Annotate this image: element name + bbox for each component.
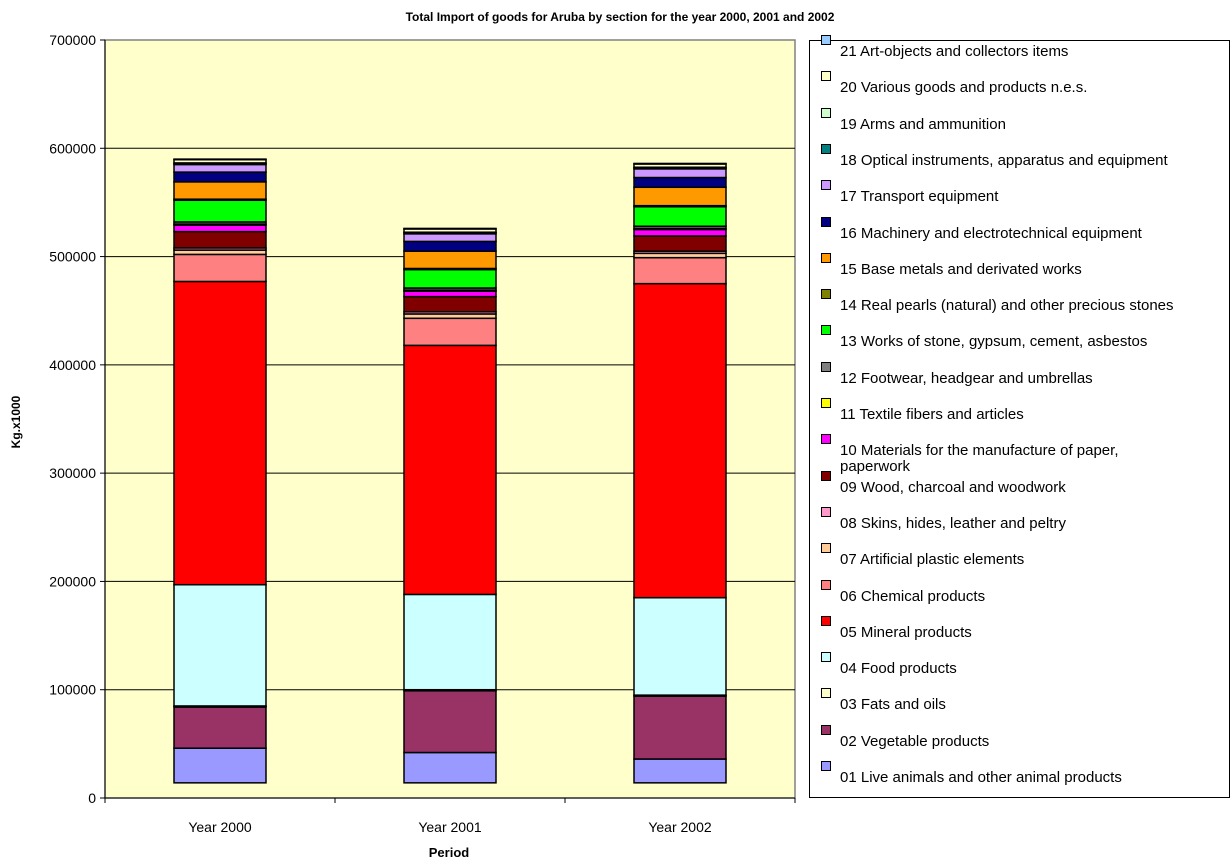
- legend-swatch: [821, 580, 831, 590]
- legend-swatch: [821, 289, 831, 299]
- legend-swatch: [821, 180, 831, 190]
- bar-segment: [174, 254, 266, 281]
- bar-segment: [634, 696, 726, 759]
- bar-segment: [634, 163, 726, 164]
- bar-segment: [634, 169, 726, 178]
- legend-label: 18 Optical instruments, apparatus and eq…: [840, 153, 1230, 169]
- bar-segment: [634, 598, 726, 695]
- bar-segment: [404, 297, 496, 312]
- y-axis-label: Kg.x1000: [9, 395, 23, 448]
- legend-swatch: [821, 616, 831, 626]
- bar-segment: [634, 230, 726, 236]
- bar-segment: [174, 159, 266, 160]
- legend-label: 13 Works of stone, gypsum, cement, asbes…: [840, 334, 1230, 350]
- bar-segment: [634, 236, 726, 251]
- bar-segment: [634, 178, 726, 188]
- x-tick-label: Year 2001: [418, 819, 482, 835]
- legend-swatch: [821, 761, 831, 771]
- bar-segment: [634, 759, 726, 783]
- legend-swatch: [821, 108, 831, 118]
- legend-label: 04 Food products: [840, 661, 1230, 677]
- bar-segment: [174, 281, 266, 584]
- legend-swatch: [821, 652, 831, 662]
- x-axis-label: Period: [429, 845, 470, 860]
- x-tick-label: Year 2002: [648, 819, 712, 835]
- bar-segment: [634, 284, 726, 598]
- legend-swatch: [821, 725, 831, 735]
- legend-swatch: [821, 543, 831, 553]
- bar-segment: [174, 165, 266, 173]
- bar-segment: [174, 232, 266, 248]
- bar-segment: [404, 291, 496, 296]
- bar-segment: [404, 234, 496, 242]
- legend-label: 14 Real pearls (natural) and other preci…: [840, 298, 1230, 314]
- bar-segment: [404, 753, 496, 783]
- legend-label: 08 Skins, hides, leather and peltry: [840, 516, 1230, 532]
- bar-segment: [174, 585, 266, 706]
- bar-segment: [404, 241, 496, 251]
- legend-label: 05 Mineral products: [840, 625, 1230, 641]
- legend-label: 06 Chemical products: [840, 589, 1230, 605]
- legend-swatch: [821, 71, 831, 81]
- legend-swatch: [821, 253, 831, 263]
- legend-swatch: [821, 507, 831, 517]
- legend-label: 21 Art-objects and collectors items: [840, 44, 1230, 60]
- bar-segment: [404, 228, 496, 229]
- legend-label: 02 Vegetable products: [840, 734, 1230, 750]
- legend-swatch: [821, 434, 831, 444]
- y-tick-label: 600000: [49, 140, 96, 156]
- legend-label: 01 Live animals and other animal product…: [840, 770, 1230, 786]
- bar-segment: [404, 691, 496, 753]
- legend-label: 03 Fats and oils: [840, 697, 1230, 713]
- legend-label: 16 Machinery and electrotechnical equipm…: [840, 226, 1230, 242]
- legend-swatch: [821, 217, 831, 227]
- legend-swatch: [821, 35, 831, 45]
- y-tick-label: 300000: [49, 465, 96, 481]
- bar-segment: [404, 345, 496, 594]
- y-tick-label: 700000: [49, 32, 96, 48]
- y-tick-label: 500000: [49, 249, 96, 265]
- legend-swatch: [821, 471, 831, 481]
- bar-segment: [404, 318, 496, 345]
- y-tick-label: 400000: [49, 357, 96, 373]
- legend-label: 07 Artificial plastic elements: [840, 552, 1230, 568]
- legend-swatch: [821, 362, 831, 372]
- bar-segment: [634, 207, 726, 226]
- bar-segment: [634, 258, 726, 284]
- legend-swatch: [821, 688, 831, 698]
- chart-title: Total Import of goods for Aruba by secti…: [406, 10, 835, 24]
- legend-label: 15 Base metals and derivated works: [840, 262, 1230, 278]
- legend-swatch: [821, 398, 831, 408]
- bar-segment: [174, 748, 266, 783]
- bar-segment: [404, 270, 496, 288]
- legend-label: 12 Footwear, headgear and umbrellas: [840, 371, 1230, 387]
- legend-label: 11 Textile fibers and articles: [840, 407, 1230, 423]
- y-tick-label: 200000: [49, 573, 96, 589]
- bar-segment: [174, 172, 266, 182]
- legend-label: 20 Various goods and products n.e.s.: [840, 80, 1230, 96]
- bar-segment: [404, 594, 496, 689]
- bar-segment: [174, 225, 266, 231]
- bar-segment: [634, 187, 726, 205]
- legend-label: 09 Wood, charcoal and woodwork: [840, 480, 1230, 496]
- bar-segment: [404, 251, 496, 268]
- legend-swatch: [821, 144, 831, 154]
- bar-segment: [174, 707, 266, 748]
- legend-swatch: [821, 325, 831, 335]
- y-tick-label: 100000: [49, 682, 96, 698]
- bar-segment: [174, 182, 266, 199]
- legend-label: 17 Transport equipment: [840, 189, 1230, 205]
- bar-segment: [174, 200, 266, 222]
- bars-group: [174, 159, 726, 783]
- legend-label: 19 Arms and ammunition: [840, 117, 1230, 133]
- y-tick-label: 0: [88, 790, 96, 806]
- legend: 21 Art-objects and collectors items 20 Va…: [809, 40, 1230, 798]
- x-tick-label: Year 2000: [188, 819, 252, 835]
- legend-label: 10 Materials for the manufacture of pape…: [840, 443, 1160, 475]
